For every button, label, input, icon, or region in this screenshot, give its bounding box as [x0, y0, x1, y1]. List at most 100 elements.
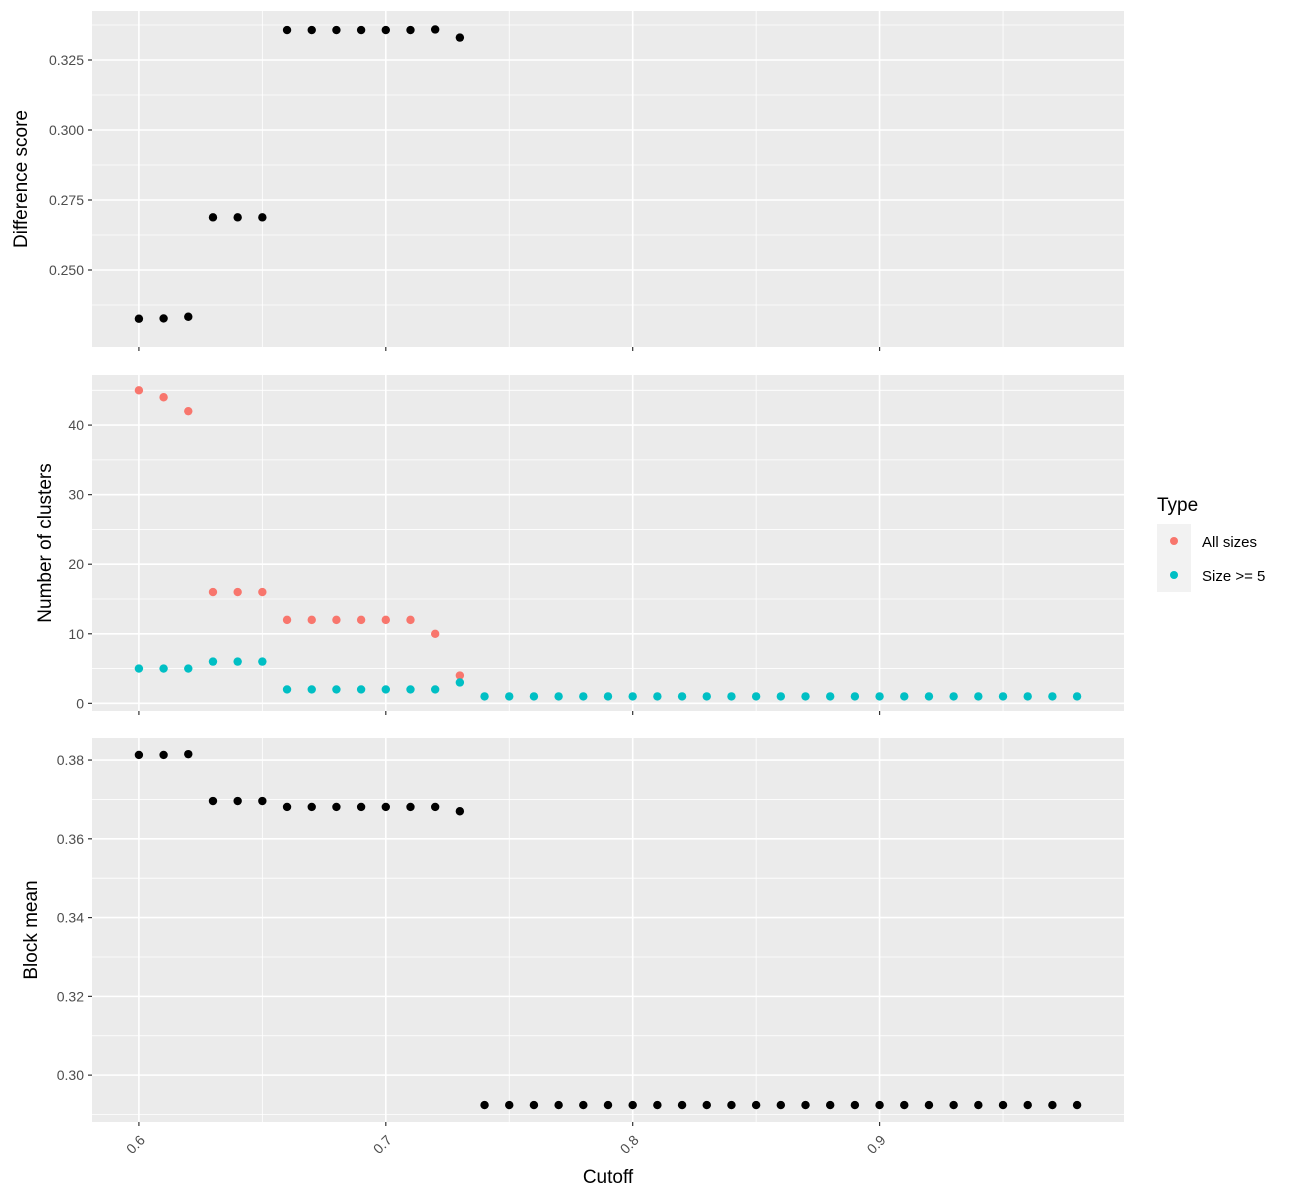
data-point	[134, 314, 144, 323]
data-point	[702, 692, 711, 701]
data-point	[900, 692, 909, 701]
y-tick-label: 30	[68, 487, 84, 503]
data-point	[332, 25, 341, 35]
data-point	[233, 587, 242, 597]
data-point	[900, 1100, 909, 1110]
data-point	[258, 657, 267, 666]
data-point	[455, 807, 465, 816]
data-point	[949, 1100, 958, 1110]
y-tick-label: 0.250	[49, 262, 84, 278]
data-point	[801, 1100, 810, 1110]
data-point	[332, 802, 341, 812]
data-point	[184, 312, 193, 321]
y-tick-label: 0.300	[49, 122, 84, 138]
data-point	[603, 1100, 613, 1110]
data-point	[727, 1100, 736, 1110]
data-point	[233, 657, 242, 666]
data-point	[875, 1100, 884, 1110]
y-axis-title-number-of-clusters: Number of clusters	[35, 463, 56, 622]
legend-title: Type	[1157, 495, 1198, 516]
data-point	[159, 750, 168, 760]
data-point	[677, 692, 687, 701]
data-point	[381, 685, 390, 694]
data-point	[529, 1100, 539, 1110]
series-series-0	[134, 25, 465, 323]
y-tick-label: 0.38	[57, 752, 84, 768]
x-tick-label: 0.6	[123, 1132, 148, 1157]
panel-number-of-clusters: 0 10 20 30 40 Number of clusters	[35, 375, 1124, 715]
data-point	[430, 629, 440, 638]
y-tick-label: 40	[68, 417, 84, 433]
panel-background	[92, 738, 1124, 1122]
data-point	[1072, 692, 1082, 701]
data-point	[1023, 692, 1032, 701]
data-point	[455, 678, 465, 687]
data-point	[134, 664, 144, 673]
data-point	[776, 1100, 786, 1110]
data-point	[282, 802, 292, 812]
data-point	[480, 1100, 489, 1110]
data-point	[505, 1100, 514, 1110]
data-point	[381, 25, 390, 35]
y-tick-label: 0	[76, 695, 84, 711]
data-point	[307, 685, 316, 694]
data-point	[1048, 1100, 1057, 1110]
series-all-sizes	[134, 386, 465, 680]
data-point	[603, 692, 613, 701]
data-point	[455, 671, 465, 680]
data-point	[554, 1100, 563, 1110]
data-point	[801, 692, 810, 701]
data-point	[381, 802, 390, 812]
data-point	[579, 1100, 588, 1110]
data-point	[208, 657, 218, 666]
data-point	[1048, 692, 1057, 701]
x-tick-label: 0.9	[864, 1132, 889, 1157]
data-point	[653, 1100, 662, 1110]
data-point	[751, 692, 761, 701]
y-tick-label: 0.36	[57, 831, 84, 847]
data-point	[702, 1100, 711, 1110]
data-point	[406, 685, 415, 694]
data-point	[850, 692, 860, 701]
data-point	[258, 587, 267, 597]
y-tick-label: 0.34	[57, 910, 84, 926]
data-point	[406, 615, 415, 625]
panel-difference-score: 0.250 0.275 0.300 0.325 Difference score	[11, 11, 1124, 351]
panels-layer: 0.250 0.275 0.300 0.325 Difference score 0 10 2…	[11, 11, 1124, 1157]
x-tick-label: 0.8	[617, 1132, 642, 1157]
data-point	[159, 314, 168, 323]
data-point	[430, 802, 440, 812]
data-point	[1072, 1100, 1082, 1110]
y-tick-label: 0.325	[49, 52, 84, 68]
series-size-5	[134, 657, 1082, 701]
data-point	[628, 692, 637, 701]
y-tick-label: 10	[68, 626, 84, 642]
data-point	[505, 692, 514, 701]
data-point	[677, 1100, 687, 1110]
data-point	[1023, 1100, 1032, 1110]
y-tick-label: 0.30	[57, 1067, 84, 1083]
data-point	[628, 1100, 637, 1110]
data-point	[282, 685, 292, 694]
data-point	[529, 692, 539, 701]
data-point	[776, 692, 786, 701]
data-point	[356, 25, 366, 35]
data-point	[134, 750, 144, 760]
data-point	[184, 406, 193, 416]
legend: Type All sizes Size >= 5	[1157, 495, 1265, 592]
x-tick-label: 0.7	[370, 1132, 395, 1157]
data-point	[233, 213, 242, 222]
x-axis-title: Cutoff	[583, 1167, 634, 1188]
panel-background	[92, 375, 1124, 711]
data-point	[134, 386, 144, 395]
data-point	[159, 664, 168, 673]
data-point	[406, 802, 415, 812]
data-point	[356, 685, 366, 694]
data-point	[184, 749, 193, 759]
data-point	[826, 692, 835, 701]
y-tick-label: 0.32	[57, 988, 84, 1004]
data-point	[974, 1100, 983, 1110]
data-point	[282, 25, 292, 35]
data-point	[727, 692, 736, 701]
